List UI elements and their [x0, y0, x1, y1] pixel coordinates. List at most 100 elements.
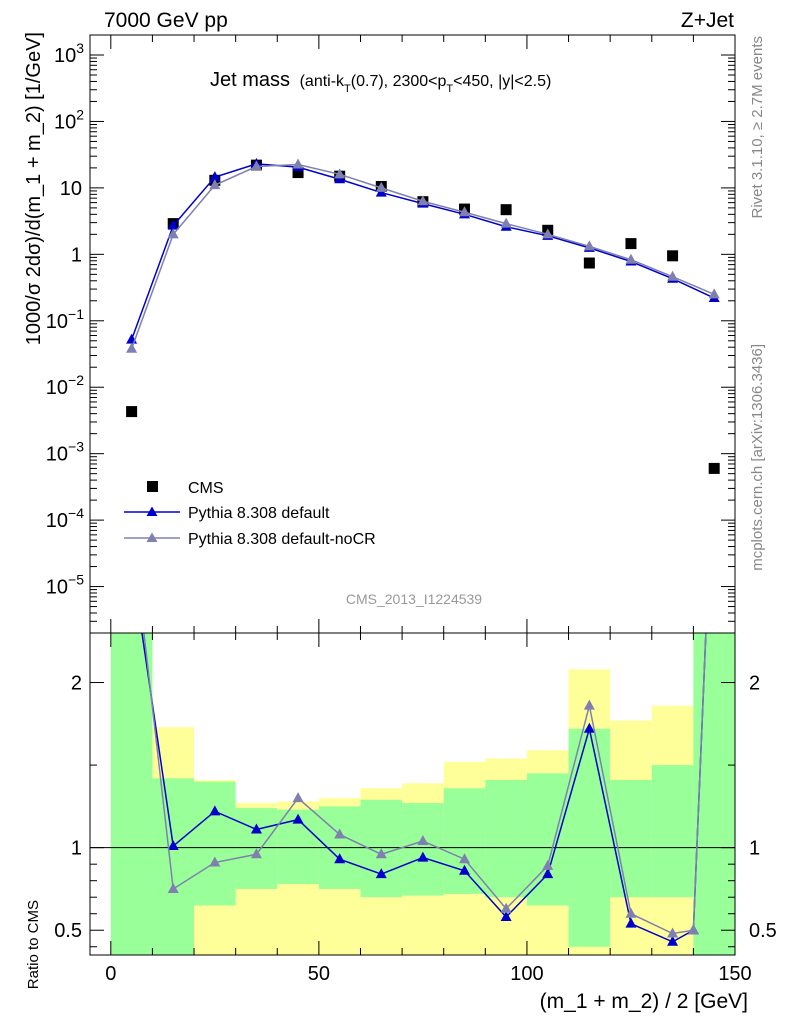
- nocr-series-point: [583, 240, 595, 251]
- main-y-tick-label: 1: [71, 244, 82, 266]
- ratio-nocr-point: [542, 859, 554, 870]
- ratio-nocr-point: [292, 792, 304, 803]
- legend-label-default: Pythia 8.308 default: [188, 505, 330, 522]
- ratio-plot-marks: [90, 633, 735, 946]
- analysis-id-label: CMS_2013_I1224539: [346, 591, 482, 607]
- title-sub2: T: [446, 83, 453, 95]
- header-process-label: Z+Jet: [681, 9, 734, 32]
- legend-label-cms: CMS: [188, 480, 224, 497]
- main-plot-marks: [126, 157, 720, 474]
- ratio-frame: [89, 632, 736, 956]
- ratio-default-point: [417, 851, 429, 862]
- ratio-nocr-point: [459, 853, 471, 864]
- ratio-nocr-point: [209, 856, 221, 867]
- ratio-stat-uncertainty-band: [485, 779, 527, 898]
- ratio-nocr-line: [143, 633, 707, 935]
- nocr-series-point: [542, 228, 554, 239]
- ratio-stat-uncertainty-band: [402, 803, 444, 896]
- nocr-series-point: [167, 228, 179, 239]
- ratio-stat-uncertainty-band: [693, 633, 735, 955]
- main-axes: 10−5 10−4 10−3 10−2 10−1 1 10 102 103: [46, 34, 736, 634]
- nocr-series-point: [459, 206, 471, 217]
- cms-data-point: [500, 204, 512, 216]
- nocr-series-point: [625, 253, 637, 264]
- ratio-default-point: [459, 864, 471, 875]
- default-series-line: [130, 163, 715, 340]
- legend-marker-nocr: [146, 532, 158, 542]
- title-rest: (anti-k: [300, 73, 345, 90]
- ratio-stat-uncertainty-band: [651, 765, 694, 898]
- header-energy-label: 7000 GeV pp: [104, 9, 228, 32]
- main-y-tick-label: 103: [54, 40, 84, 67]
- nocr-series-point: [417, 195, 429, 206]
- title-main: Jet mass: [210, 69, 290, 91]
- ratio-default-point: [167, 840, 179, 851]
- x-tick-label: 0: [105, 963, 116, 985]
- title-mid: (0.7), 2300<p: [351, 73, 447, 90]
- x-tick-label: 150: [718, 963, 751, 985]
- ratio-bands: [110, 633, 735, 955]
- ratio-y-tick-label-right: 2: [749, 673, 760, 695]
- cms-data-point: [292, 167, 304, 179]
- main-y-tick-label: 102: [54, 106, 84, 133]
- ratio-nocr-point: [417, 835, 429, 846]
- ratio-nocr-point: [667, 927, 679, 938]
- ratio-default-point: [375, 868, 387, 879]
- ratio-stat-uncertainty-band: [568, 728, 611, 947]
- default-series-point: [209, 171, 221, 182]
- ratio-y-tick-label-left: 1: [71, 838, 82, 860]
- nocr-series-point: [334, 168, 346, 179]
- ratio-default-point: [250, 823, 262, 834]
- nocr-series-point: [250, 160, 262, 171]
- ratio-stat-uncertainty-band: [610, 779, 652, 898]
- nocr-series-point: [708, 288, 720, 299]
- main-y-tick-label: 10−5: [46, 572, 84, 599]
- ratio-nocr-point: [250, 848, 262, 859]
- ratio-y-tick-label-left: 0.5: [54, 920, 82, 942]
- cms-data-point: [126, 406, 138, 418]
- rivet-version-label: Rivet 3.1.10, ≥ 2.7M events: [749, 36, 766, 219]
- nocr-series-line: [130, 163, 715, 349]
- ratio-stat-uncertainty-band: [110, 633, 153, 955]
- ratio-axes: 0.5 0.5 1 1 2 2 0 50 100 150: [54, 632, 777, 985]
- nocr-series-point: [667, 270, 679, 281]
- mcplots-label: mcplots.cern.ch [arXiv:1306.3436]: [749, 344, 766, 571]
- legend-marker-default: [146, 506, 158, 516]
- main-y-tick-label: 10−3: [46, 439, 84, 466]
- x-axis-label: (m_1 + m_2) / 2 [GeV]: [540, 990, 748, 1013]
- default-series-point: [167, 219, 179, 230]
- main-y-tick-label: 10−2: [46, 372, 84, 399]
- title-sub1: T: [344, 83, 351, 95]
- ratio-y-tick-label-left: 2: [71, 673, 82, 695]
- title-end: <450, |y|<2.5): [453, 73, 551, 90]
- ratio-nocr-point: [375, 848, 387, 859]
- ratio-nocr-point: [167, 882, 179, 893]
- ratio-nocr-point: [687, 924, 699, 935]
- ratio-default-point: [500, 911, 512, 922]
- ratio-y-axis-label: Ratio to CMS: [25, 900, 42, 989]
- ratio-stat-uncertainty-band: [194, 781, 236, 906]
- ratio-default-point: [625, 917, 637, 928]
- cms-data-point: [583, 257, 595, 269]
- ratio-default-point: [542, 868, 554, 879]
- ratio-nocr-point: [334, 828, 346, 839]
- cms-data-point: [667, 250, 679, 262]
- ratio-default-point: [667, 935, 679, 946]
- main-y-tick-label: 10: [60, 178, 82, 200]
- plot-title: Jet mass (anti-kT(0.7), 2300<pT<450, |y|…: [210, 69, 551, 95]
- cms-data-point: [625, 238, 637, 250]
- ratio-nocr-point: [500, 902, 512, 913]
- x-tick-label: 100: [510, 963, 543, 985]
- ratio-nocr-point: [625, 907, 637, 918]
- cms-data-point: [708, 462, 720, 474]
- ratio-stat-uncertainty-band: [443, 788, 486, 894]
- main-frame: [89, 34, 736, 634]
- main-y-tick-label: 10−4: [46, 505, 84, 532]
- ratio-default-line: [141, 633, 707, 943]
- ratio-default-point: [292, 813, 304, 824]
- ratio-default-point: [334, 853, 346, 864]
- nocr-series-point: [500, 217, 512, 228]
- ratio-stat-uncertainty-band: [526, 773, 569, 906]
- nocr-series-point: [375, 181, 387, 192]
- main-y-tick-label: 10−1: [46, 306, 84, 333]
